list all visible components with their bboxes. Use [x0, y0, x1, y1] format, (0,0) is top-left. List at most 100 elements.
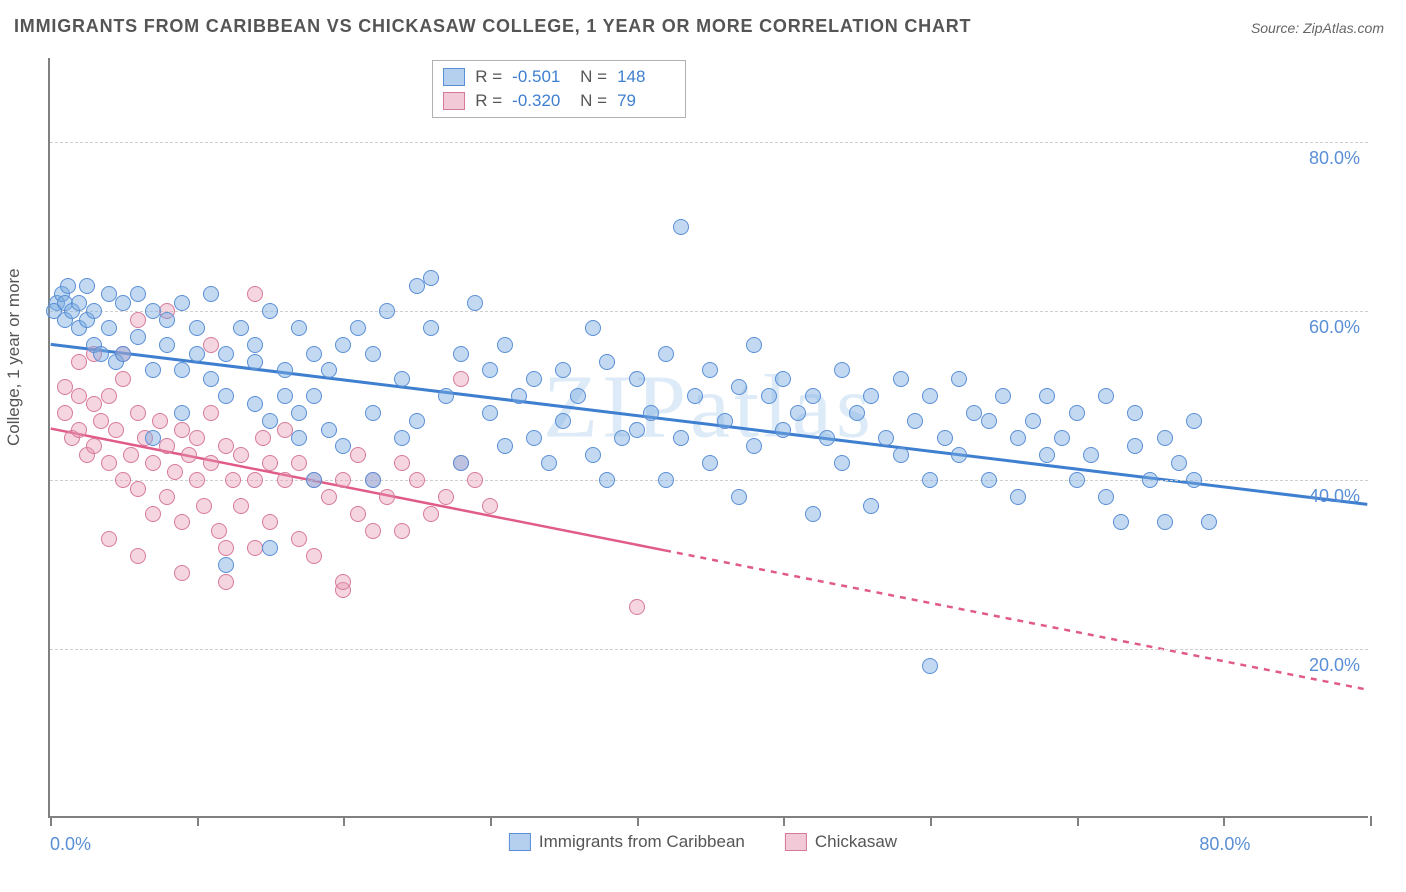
data-point: [247, 472, 263, 488]
data-point: [497, 438, 513, 454]
data-point: [834, 455, 850, 471]
data-point: [57, 405, 73, 421]
data-point: [585, 320, 601, 336]
data-point: [321, 422, 337, 438]
x-tick: [783, 816, 785, 826]
data-point: [1098, 388, 1114, 404]
data-point: [365, 405, 381, 421]
r-label: R =: [475, 67, 502, 87]
data-point: [1069, 405, 1085, 421]
data-point: [849, 405, 865, 421]
data-point: [203, 455, 219, 471]
legend-item: Immigrants from Caribbean: [509, 832, 745, 852]
data-point: [1039, 388, 1055, 404]
series-legend: Immigrants from CaribbeanChickasaw: [509, 832, 897, 852]
data-point: [145, 303, 161, 319]
data-point: [101, 388, 117, 404]
x-tick-label: 80.0%: [1199, 834, 1250, 855]
data-point: [115, 371, 131, 387]
data-point: [159, 312, 175, 328]
data-point: [130, 548, 146, 564]
data-point: [262, 303, 278, 319]
data-point: [409, 278, 425, 294]
data-point: [922, 472, 938, 488]
data-point: [108, 422, 124, 438]
data-point: [159, 337, 175, 353]
data-point: [196, 498, 212, 514]
source-label: Source: ZipAtlas.com: [1251, 20, 1384, 36]
data-point: [702, 362, 718, 378]
data-point: [101, 531, 117, 547]
legend-swatch: [443, 68, 465, 86]
data-point: [335, 574, 351, 590]
data-point: [152, 413, 168, 429]
data-point: [731, 489, 747, 505]
data-point: [482, 498, 498, 514]
data-point: [218, 438, 234, 454]
data-point: [306, 388, 322, 404]
y-axis-title: College, 1 year or more: [4, 268, 24, 446]
data-point: [643, 405, 659, 421]
data-point: [365, 346, 381, 362]
data-point: [467, 472, 483, 488]
data-point: [218, 540, 234, 556]
data-point: [93, 346, 109, 362]
data-point: [203, 286, 219, 302]
data-point: [878, 430, 894, 446]
n-label: N =: [580, 67, 607, 87]
x-tick: [930, 816, 932, 826]
data-point: [775, 371, 791, 387]
data-point: [511, 388, 527, 404]
data-point: [1157, 430, 1173, 446]
data-point: [438, 388, 454, 404]
data-point: [614, 430, 630, 446]
data-point: [673, 430, 689, 446]
data-point: [321, 489, 337, 505]
data-point: [218, 574, 234, 590]
data-point: [423, 506, 439, 522]
data-point: [262, 514, 278, 530]
data-point: [174, 362, 190, 378]
data-point: [291, 430, 307, 446]
data-point: [453, 346, 469, 362]
data-point: [365, 523, 381, 539]
data-point: [995, 388, 1011, 404]
data-point: [189, 320, 205, 336]
data-point: [1083, 447, 1099, 463]
data-point: [1039, 447, 1055, 463]
r-value: -0.320: [512, 91, 570, 111]
data-point: [203, 337, 219, 353]
data-point: [335, 337, 351, 353]
data-point: [174, 565, 190, 581]
data-point: [1171, 455, 1187, 471]
data-point: [145, 506, 161, 522]
data-point: [599, 472, 615, 488]
data-point: [71, 422, 87, 438]
data-point: [350, 506, 366, 522]
data-point: [174, 295, 190, 311]
data-point: [555, 413, 571, 429]
data-point: [291, 405, 307, 421]
data-point: [394, 430, 410, 446]
data-point: [218, 557, 234, 573]
data-point: [629, 422, 645, 438]
data-point: [893, 447, 909, 463]
data-point: [1025, 413, 1041, 429]
data-point: [1201, 514, 1217, 530]
data-point: [101, 286, 117, 302]
data-point: [291, 455, 307, 471]
data-point: [658, 472, 674, 488]
data-point: [1098, 489, 1114, 505]
data-point: [174, 405, 190, 421]
r-value: -0.501: [512, 67, 570, 87]
data-point: [306, 346, 322, 362]
data-point: [629, 599, 645, 615]
data-point: [130, 286, 146, 302]
data-point: [57, 379, 73, 395]
data-point: [438, 489, 454, 505]
data-point: [218, 388, 234, 404]
data-point: [86, 303, 102, 319]
data-point: [717, 413, 733, 429]
data-point: [482, 362, 498, 378]
data-point: [863, 388, 879, 404]
